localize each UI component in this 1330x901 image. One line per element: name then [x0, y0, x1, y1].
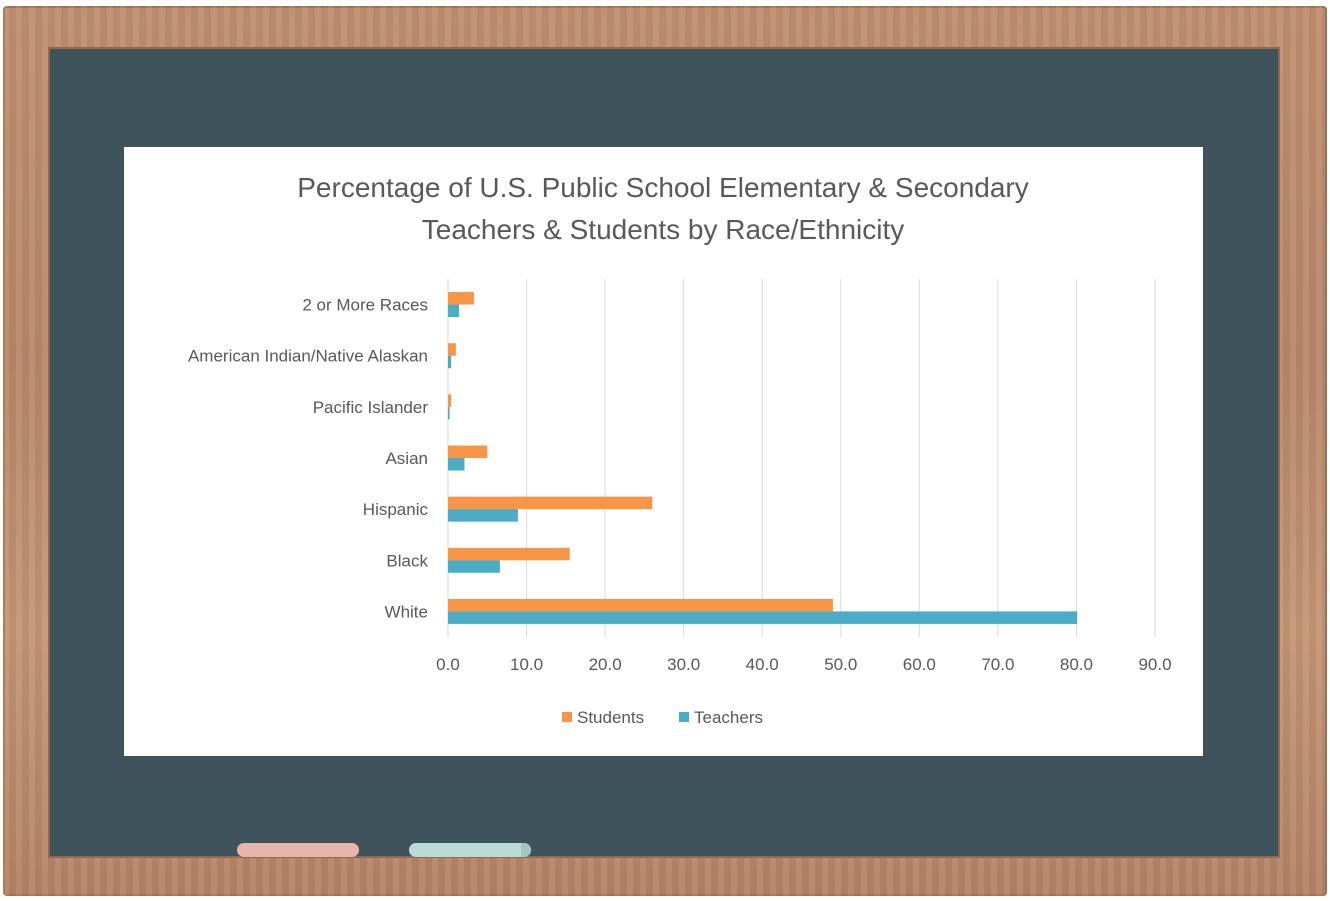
y-category-label: American Indian/Native Alaskan: [188, 347, 428, 366]
bar-teachers: [448, 611, 1078, 624]
x-tick-label: 70.0: [981, 655, 1014, 674]
bar-teachers: [448, 509, 518, 522]
bar-teachers: [448, 355, 452, 369]
bar-teachers: [448, 304, 459, 318]
legend-swatch-students: [562, 712, 572, 722]
bar-students: [448, 394, 452, 407]
bar-students: [448, 343, 456, 356]
x-tick-label: 10.0: [510, 655, 543, 674]
y-category-label: Asian: [385, 449, 428, 468]
y-category-label: Black: [386, 551, 428, 570]
bar-teachers: [448, 458, 465, 471]
bar-students: [448, 496, 653, 510]
chart-card: Percentage of U.S. Public School Element…: [124, 147, 1203, 756]
x-tick-label: 80.0: [1060, 655, 1093, 674]
x-tick-label: 30.0: [667, 655, 700, 674]
bar-teachers: [448, 406, 450, 420]
teal-chalk: [409, 843, 531, 857]
x-tick-label: 60.0: [903, 655, 936, 674]
x-tick-label: 50.0: [824, 655, 857, 674]
bar-students: [448, 445, 488, 458]
bar-students: [448, 292, 474, 305]
x-tick-label: 0.0: [436, 655, 460, 674]
y-category-label: Pacific Islander: [313, 398, 429, 417]
y-category-label: Hispanic: [363, 500, 429, 519]
legend-label-students: Students: [577, 708, 644, 727]
chart-title-line-1: Percentage of U.S. Public School Element…: [297, 172, 1029, 203]
bar-chart: Percentage of U.S. Public School Element…: [188, 172, 1172, 727]
x-tick-label: 40.0: [746, 655, 779, 674]
bar-students: [448, 547, 570, 561]
pink-chalk: [237, 843, 359, 857]
y-category-label: White: [385, 602, 428, 621]
legend-label-teachers: Teachers: [694, 708, 763, 727]
bar-students: [448, 598, 833, 612]
y-category-label: 2 or More Races: [302, 296, 428, 315]
bar-teachers: [448, 560, 500, 573]
x-tick-label: 20.0: [589, 655, 622, 674]
chart-title-line-2: Teachers & Students by Race/Ethnicity: [422, 214, 904, 245]
legend-swatch-teachers: [679, 712, 689, 722]
x-tick-label: 90.0: [1138, 655, 1171, 674]
